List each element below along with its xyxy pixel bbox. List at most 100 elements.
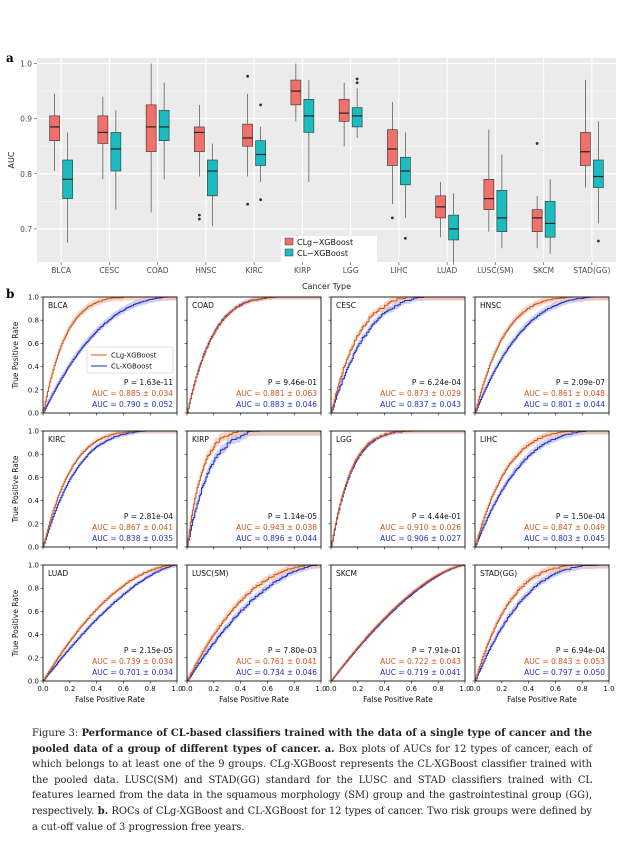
p-value: P = 1.50e-04 — [556, 512, 605, 521]
box-body — [207, 159, 218, 197]
cl-roc-curve — [475, 430, 609, 548]
cl-auc: AUC = 0.790 ± 0.052 — [92, 400, 173, 409]
x-tick-label: 0.2 — [496, 685, 507, 693]
panel-b-letter: b — [6, 287, 14, 301]
x-tick-label: 1.0 — [171, 685, 182, 693]
x-axis-title: False Positive Rate — [75, 695, 145, 704]
clg-auc: AUC = 0.910 ± 0.026 — [380, 523, 461, 532]
caption-title: Performance of CL-based classifiers trai… — [32, 728, 592, 755]
panel-a-letter: a — [6, 51, 14, 65]
category-label: LUAD — [437, 266, 457, 275]
box-body — [580, 132, 591, 166]
category-label: CESC — [99, 266, 119, 275]
panel-frame — [330, 564, 466, 682]
x-tick-label: 0.6 — [262, 685, 274, 693]
x-tick-label: 1.0 — [459, 685, 470, 693]
clg-auc: AUC = 0.861 ± 0.048 — [524, 389, 605, 398]
cancer-type-label: LGG — [336, 435, 352, 444]
roc-panel-skcm: SKCM P = 7.91e-01 AUC = 0.722 ± 0.043 AUC =… — [325, 564, 471, 704]
y-tick-label: 0.6 — [28, 474, 40, 482]
y-tick-label: 1.0 — [20, 60, 32, 69]
panel-frame — [42, 430, 178, 548]
y-tick-label: 0.0 — [28, 410, 39, 418]
box-COAD-cl — [158, 82, 170, 180]
x-tick-label: 0.4 — [235, 685, 247, 693]
outlier-point — [403, 236, 407, 240]
x-tick-label: 0.8 — [145, 685, 156, 693]
clg-auc: AUC = 0.847 ± 0.049 — [524, 523, 605, 532]
panel-frame — [474, 564, 610, 682]
outlier-point — [246, 202, 250, 206]
cl-confidence-band — [475, 431, 609, 547]
y-tick-label: 0.7 — [20, 225, 32, 234]
x-tick-label: 0.0 — [37, 685, 48, 693]
legend-key — [284, 248, 294, 257]
box-CESC-cl — [110, 110, 122, 210]
x-tick-label: 0.8 — [577, 685, 588, 693]
box-body — [531, 209, 543, 232]
x-tick-label: 0.4 — [379, 685, 391, 693]
cl-auc: AUC = 0.701 ± 0.034 — [92, 668, 173, 677]
category-label: KIRP — [294, 266, 311, 275]
y-tick-label: 0.9 — [20, 115, 32, 124]
caption-a-label: a. — [324, 743, 335, 755]
outlier-point — [259, 198, 263, 202]
p-value: P = 7.80e-03 — [268, 646, 317, 655]
legend-box — [86, 346, 174, 374]
category-label: KIRC — [246, 266, 263, 275]
roc-panel-blca: BLCA P = 1.63e-11 AUC = 0.885 ± 0.034 AUC =… — [11, 294, 178, 418]
y-axis-title: True Positive Rate — [11, 321, 20, 389]
clg-auc: AUC = 0.843 ± 0.053 — [524, 657, 605, 666]
x-tick-label: 0.0 — [325, 685, 336, 693]
cl-roc-curve — [43, 564, 178, 682]
category-label: LGG — [343, 266, 359, 275]
p-value: P = 7.91e-01 — [412, 646, 461, 655]
box-KIRP-cl — [303, 80, 315, 183]
cl-auc: AUC = 0.803 ± 0.045 — [524, 534, 605, 543]
y-tick-label: 0.4 — [28, 363, 40, 371]
box-KIRP-clg — [290, 63, 302, 122]
x-tick-label: 1.0 — [315, 685, 326, 693]
caption-b-text: ROCs of CLg-XGBoost and CL-XGBoost for 1… — [32, 805, 593, 833]
box-body — [593, 159, 604, 188]
x-axis-title: Cancer Type — [302, 282, 351, 291]
y-tick-label: 0.2 — [28, 386, 39, 394]
box-body — [242, 123, 253, 147]
y-tick-label: 0.0 — [28, 678, 39, 686]
panel-frame — [330, 430, 466, 548]
box-body — [290, 79, 302, 106]
x-tick-label: 0.2 — [352, 685, 363, 693]
cancer-type-label: CESC — [336, 301, 356, 310]
clg-auc: AUC = 0.873 ± 0.029 — [380, 389, 461, 398]
box-KIRC-cl — [255, 103, 266, 202]
cancer-type-label: COAD — [192, 301, 214, 310]
p-value: P = 2.81e-04 — [124, 512, 173, 521]
box-LUSC(SM)-cl — [496, 154, 508, 249]
cl-roc-curve — [475, 296, 609, 414]
outlier-point — [596, 239, 600, 243]
cl-auc: AUC = 0.838 ± 0.035 — [92, 534, 173, 543]
panel-frame — [330, 296, 466, 414]
cancer-type-label: STAD(GG) — [480, 569, 517, 578]
box-KIRC-clg — [242, 74, 253, 206]
cancer-type-label: LIHC — [480, 435, 497, 444]
cl-roc-curve — [187, 564, 321, 682]
box-LUAD-cl — [448, 193, 459, 265]
cancer-type-label: SKCM — [336, 569, 357, 578]
y-tick-label: 0.8 — [28, 585, 39, 593]
x-axis-title: False Positive Rate — [363, 695, 433, 704]
cancer-type-label: LUAD — [48, 569, 68, 578]
clg-auc: AUC = 0.739 ± 0.034 — [92, 657, 173, 666]
box-COAD-clg — [145, 63, 157, 213]
roc-panel-lihc: LIHC P = 1.50e-04 AUC = 0.847 ± 0.049 AUC =… — [472, 430, 610, 550]
roc-panel-luscsm: LUSC(SM) P = 7.80e-03 AUC = 0.761 ± 0.041 A… — [181, 564, 327, 704]
box-HNSC-cl — [207, 143, 218, 227]
category-label: BLCA — [51, 266, 72, 275]
p-value: P = 2.15e-05 — [124, 646, 173, 655]
x-tick-label: 0.8 — [433, 685, 444, 693]
cancer-type-label: KIRP — [192, 435, 209, 444]
roc-panel-cesc: CESC P = 6.24e-04 AUC = 0.873 ± 0.029 AUC =… — [328, 296, 466, 416]
cl-auc: AUC = 0.837 ± 0.043 — [380, 400, 461, 409]
legend-label: CL−XGBoost — [297, 249, 348, 258]
